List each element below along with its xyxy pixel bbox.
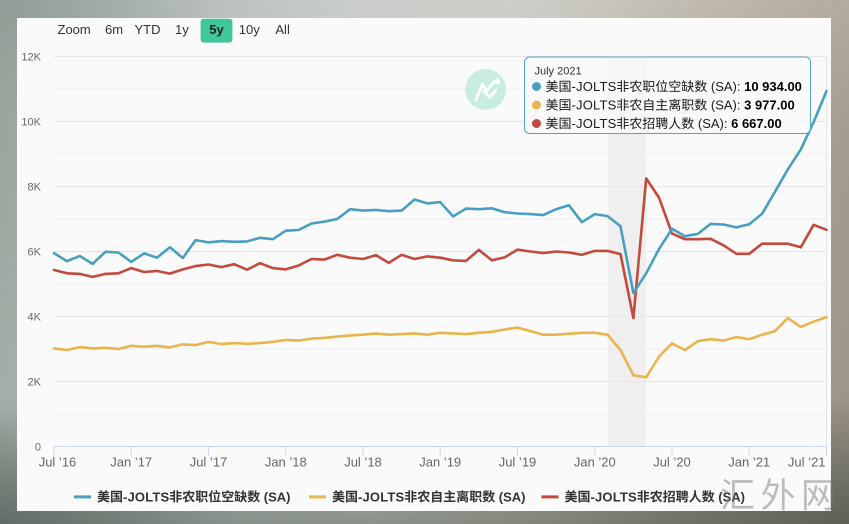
svg-text:(SA):: (SA): (694, 116, 731, 131)
svg-text:5y: 5y (209, 22, 224, 37)
svg-text:0: 0 (35, 442, 41, 454)
svg-text:Jul ’20: Jul ’20 (653, 455, 691, 470)
svg-text:10y: 10y (239, 22, 260, 37)
svg-text:July 2021: July 2021 (535, 66, 582, 78)
svg-text:Jul ’19: Jul ’19 (499, 455, 537, 470)
svg-text:6 667.00: 6 667.00 (731, 116, 782, 131)
svg-text:8K: 8K (28, 182, 42, 194)
svg-text:10K: 10K (21, 117, 41, 129)
svg-text:(SA): (SA) (260, 489, 290, 504)
svg-text:-JOLTS: -JOLTS (572, 79, 617, 94)
svg-text:1y: 1y (175, 22, 189, 37)
svg-text:Jul ’21: Jul ’21 (788, 455, 826, 470)
svg-text:Jul ’17: Jul ’17 (190, 455, 228, 470)
svg-text:-JOLTS: -JOLTS (591, 489, 638, 504)
svg-text:Zoom: Zoom (58, 22, 91, 37)
svg-text:-JOLTS: -JOLTS (572, 116, 617, 131)
svg-text:Jan ’17: Jan ’17 (110, 455, 152, 470)
svg-text:4K: 4K (28, 312, 42, 324)
svg-text:Jan ’19: Jan ’19 (419, 455, 461, 470)
svg-text:Jul ’16: Jul ’16 (39, 455, 77, 470)
svg-text:10 934.00: 10 934.00 (744, 79, 802, 94)
svg-text:(SA):: (SA): (707, 79, 744, 94)
svg-text:All: All (275, 22, 290, 37)
svg-text:-JOLTS: -JOLTS (572, 98, 617, 113)
svg-text:Jan ’18: Jan ’18 (265, 455, 307, 470)
svg-text:Jan ’20: Jan ’20 (574, 455, 616, 470)
svg-text:YTD: YTD (135, 22, 161, 37)
svg-text:Jul ’18: Jul ’18 (344, 455, 382, 470)
svg-text:Jan ’21: Jan ’21 (728, 455, 770, 470)
svg-text:2K: 2K (28, 377, 42, 389)
svg-text:3 977.00: 3 977.00 (744, 98, 795, 113)
svg-text:-JOLTS: -JOLTS (123, 489, 170, 504)
svg-text:(SA): (SA) (495, 489, 525, 504)
svg-text:6m: 6m (105, 22, 123, 37)
svg-text:6K: 6K (28, 247, 42, 259)
svg-text:12K: 12K (21, 52, 41, 64)
svg-text:(SA): (SA) (715, 489, 745, 504)
svg-text:(SA):: (SA): (707, 98, 744, 113)
svg-text:-JOLTS: -JOLTS (358, 489, 405, 504)
